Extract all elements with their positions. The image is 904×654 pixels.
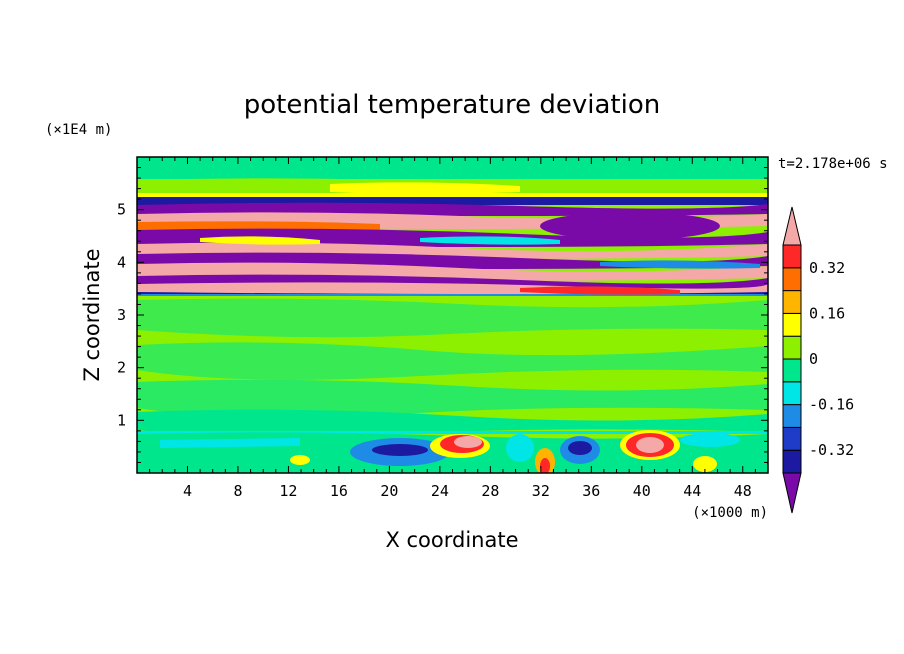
y-tick-label: 4 — [117, 253, 126, 271]
y-tick-label: 5 — [117, 201, 126, 219]
colorbar-label: 0.32 — [809, 259, 845, 277]
x-tick-label: 44 — [683, 482, 701, 500]
colorbar-swatch — [782, 381, 802, 406]
x-tick-label: 32 — [532, 482, 550, 500]
x-unit-label: (×1000 m) — [692, 505, 768, 521]
y-axis: 1 2 3 4 5 — [117, 167, 768, 463]
y-unit-label: (×1E4 m) — [45, 122, 112, 138]
x-tick-label: 12 — [279, 482, 297, 500]
colorbar: 0.32 0.16 0 -0.16 -0.32 — [782, 206, 854, 514]
colorbar-swatch — [782, 404, 802, 428]
x-tick-label: 20 — [380, 482, 398, 500]
colorbar-bottom-extension — [782, 472, 802, 514]
colorbar-swatch — [782, 358, 802, 383]
x-tick-label: 48 — [734, 482, 752, 500]
y-tick-label: 2 — [117, 359, 126, 377]
colorbar-label: 0 — [809, 350, 818, 368]
y-tick-label: 3 — [117, 306, 126, 324]
x-axis-label: X coordinate — [385, 528, 518, 552]
colorbar-swatch — [782, 335, 802, 360]
contour-field — [137, 157, 768, 473]
x-tick-label: 40 — [633, 482, 651, 500]
colorbar-swatch — [782, 267, 802, 292]
chart-title: potential temperature deviation — [244, 90, 660, 120]
x-tick-label: 28 — [481, 482, 499, 500]
colorbar-swatch — [782, 290, 802, 314]
colorbar-swatch — [782, 312, 802, 337]
colorbar-label: -0.16 — [809, 396, 854, 414]
x-tick-label: 8 — [233, 482, 242, 500]
colorbar-label: -0.32 — [809, 441, 854, 459]
y-tick-label: 1 — [117, 411, 126, 429]
x-tick-label: 36 — [582, 482, 600, 500]
x-tick-label: 24 — [431, 482, 449, 500]
colorbar-label: 0.16 — [809, 304, 845, 322]
colorbar-swatch — [782, 449, 802, 474]
colorbar-swatch — [782, 244, 802, 269]
colorbar-top-extension — [782, 206, 802, 246]
time-label: t=2.178e+06 s — [778, 156, 888, 172]
x-axis: 4 8 12 16 20 24 28 32 36 40 44 48 — [149, 157, 756, 500]
y-axis-label: Z coordinate — [80, 248, 104, 381]
colorbar-swatch — [782, 426, 802, 451]
x-tick-label: 16 — [330, 482, 348, 500]
x-tick-label: 4 — [183, 482, 192, 500]
